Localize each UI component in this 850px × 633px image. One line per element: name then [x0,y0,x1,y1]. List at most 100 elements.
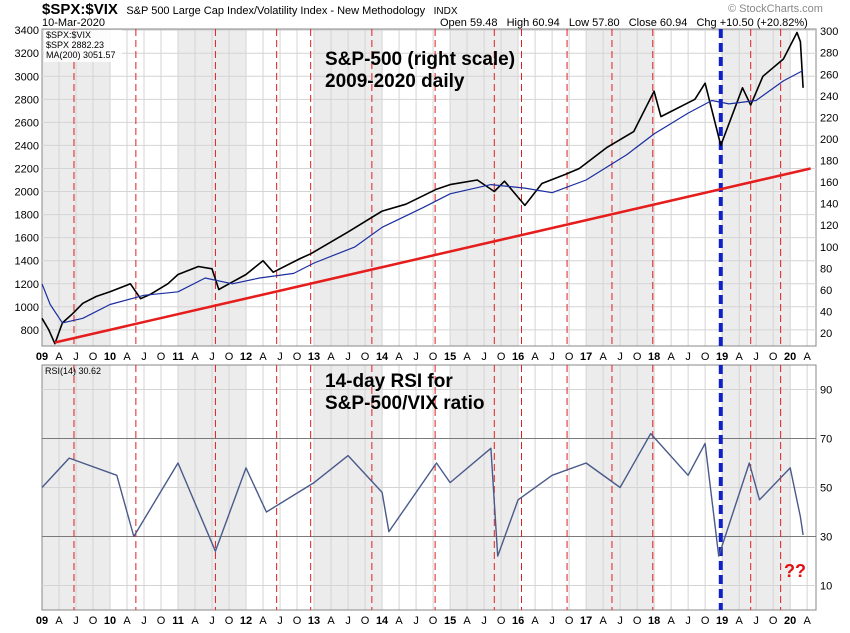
rsi-x-tick-label: A [463,615,471,627]
rsi-panel-background [41,364,817,611]
price-x-tick-label: 12 [240,351,252,363]
rsi-x-tick-label: O [497,615,506,627]
right-axis-tick-label: 60 [820,285,832,297]
price-x-tick-label: J [753,351,759,363]
right-axis-tick-label: 140 [820,199,838,211]
left-axis-tick-label: 3000 [15,71,39,83]
rsi-x-tick-label: A [191,615,199,627]
rsi-x-tick-label: O [565,615,574,627]
rsi-x-tick-label: A [259,615,267,627]
rsi-x-tick-label: J [413,615,419,627]
header-ohlc: Open 59.48 High 60.94 Low 57.80 Close 60… [440,17,808,29]
cycle-marker-lines [73,29,782,610]
price-legend-entry: $SPX:$VIX [46,30,91,40]
rsi-series-group [41,432,804,557]
rsi-x-tick-label: J [277,615,283,627]
rsi-x-tick-label: A [327,615,335,627]
rsi-x-tick-label: O [89,615,98,627]
rsi-x-tick-label: 15 [444,615,456,627]
rsi-x-tick-label: 13 [308,615,320,627]
rsi-x-tick-label: J [209,615,215,627]
rsi-x-tick-label: 18 [648,615,660,627]
rsi-x-tick-label: J [345,615,351,627]
axes-group: 3400320030002800260024002200200018001600… [15,25,839,627]
price-x-tick-label: J [73,351,79,363]
price-x-tick-label: A [327,351,335,363]
symbol: $SPX:$VIX [42,1,118,18]
rsi-axis-tick-label: 30 [820,532,832,544]
price-annotation: 2009-2020 daily [325,71,465,92]
rsi-x-tick-label: O [769,615,778,627]
left-axis-tick-label: 3400 [15,25,39,37]
header-title-row: $SPX:$VIX S&P 500 Large Cap Index/Volati… [42,1,458,19]
rsi-x-tick-label: J [753,615,759,627]
series-line-ma-200- [41,69,804,324]
left-axis-tick-label: 800 [21,325,39,337]
rsi-axis-tick-label: 50 [820,483,832,495]
rsi-x-tick-label: O [293,615,302,627]
rsi-x-tick-label: 19 [716,615,728,627]
price-x-tick-label: A [599,351,607,363]
price-x-tick-label: 17 [580,351,592,363]
price-x-tick-label: 18 [648,351,660,363]
price-x-tick-label: J [413,351,419,363]
left-axis-tick-label: 1800 [15,210,39,222]
left-axis-tick-label: 2400 [15,140,39,152]
rsi-x-tick-label: O [157,615,166,627]
price-x-tick-label: O [361,351,370,363]
right-axis-tick-label: 280 [820,48,838,60]
price-x-tick-label: 13 [308,351,320,363]
price-x-tick-label: 15 [444,351,456,363]
right-axis-tick-label: 240 [820,91,838,103]
right-axis-tick-label: 200 [820,134,838,146]
series-line--spx [41,31,804,345]
price-x-tick-label: A [191,351,199,363]
question-marks-annotation: ?? [784,561,806,581]
price-x-tick-label: A [735,351,743,363]
open-label: Open [440,17,467,29]
exchange: INDX [433,6,458,17]
left-axis-tick-label: 2800 [15,94,39,106]
low-label: Low [568,17,590,29]
price-series-group [41,31,811,345]
left-axis-tick-label: 1600 [15,233,39,245]
rsi-x-tick-label: O [633,615,642,627]
rsi-x-tick-label: 17 [580,615,592,627]
rsi-x-tick-label: O [429,615,438,627]
price-x-tick-label: A [259,351,267,363]
right-axis-tick-label: 40 [820,306,832,318]
right-axis-tick-label: 20 [820,328,832,340]
price-x-tick-label: J [481,351,487,363]
low-value: 57.80 [592,17,620,29]
right-axis-tick-label: 260 [820,69,838,81]
price-x-tick-label: O [633,351,642,363]
price-x-tick-label: O [769,351,778,363]
header-date: 10-Mar-2020 [42,17,105,29]
price-x-tick-label: 09 [36,351,48,363]
price-x-tick-label: 20 [784,351,796,363]
price-x-tick-label: O [429,351,438,363]
series-line-trendline [54,167,811,344]
rsi-x-tick-label: 10 [104,615,116,627]
left-axis-tick-label: 2200 [15,163,39,175]
rsi-annotation: 14-day RSI for [325,371,453,392]
rsi-x-tick-label: J [73,615,79,627]
rsi-axis-tick-label: 90 [820,385,832,397]
rsi-x-tick-label: A [55,615,63,627]
rsi-x-tick-label: O [225,615,234,627]
rsi-x-tick-label: A [803,615,811,627]
price-x-tick-label: J [685,351,691,363]
price-annotation: S&P-500 (right scale) [325,49,515,70]
price-x-tick-label: 14 [376,351,389,363]
price-legend-entry: MA(200) 3051.57 [46,50,116,60]
price-x-tick-label: A [123,351,131,363]
price-legend-entry: $SPX 2882.23 [46,40,104,50]
rsi-x-tick-label: J [481,615,487,627]
price-panel-background [41,28,817,347]
price-x-tick-label: O [157,351,166,363]
price-x-tick-label: A [463,351,471,363]
price-panel-bg [42,29,816,346]
